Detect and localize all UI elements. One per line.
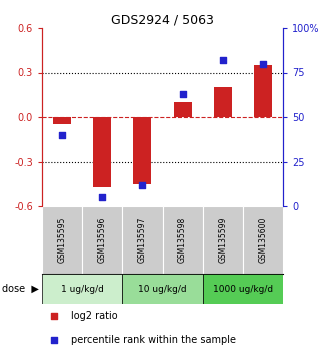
Point bbox=[260, 61, 265, 67]
Point bbox=[51, 337, 56, 343]
Bar bbox=[243, 206, 283, 274]
Text: GSM135598: GSM135598 bbox=[178, 217, 187, 263]
Text: log2 ratio: log2 ratio bbox=[71, 311, 117, 321]
Bar bbox=[134, 117, 152, 184]
Text: dose  ▶: dose ▶ bbox=[2, 284, 39, 294]
Text: GSM135595: GSM135595 bbox=[57, 217, 66, 263]
Bar bbox=[203, 274, 283, 304]
Bar bbox=[82, 206, 122, 274]
Text: 1 ug/kg/d: 1 ug/kg/d bbox=[61, 285, 104, 293]
Bar bbox=[203, 206, 243, 274]
Text: percentile rank within the sample: percentile rank within the sample bbox=[71, 335, 236, 345]
Bar bbox=[42, 274, 122, 304]
Text: GSM135596: GSM135596 bbox=[98, 217, 107, 263]
Bar bbox=[122, 206, 162, 274]
Point bbox=[140, 182, 145, 188]
Point bbox=[100, 194, 105, 200]
Bar bbox=[254, 65, 272, 117]
Title: GDS2924 / 5063: GDS2924 / 5063 bbox=[111, 14, 214, 27]
Point bbox=[220, 57, 225, 63]
Bar bbox=[42, 206, 82, 274]
Bar bbox=[53, 117, 71, 124]
Point bbox=[51, 313, 56, 319]
Text: GSM135597: GSM135597 bbox=[138, 217, 147, 263]
Point bbox=[59, 132, 65, 138]
Bar bbox=[122, 274, 203, 304]
Text: 1000 ug/kg/d: 1000 ug/kg/d bbox=[213, 285, 273, 293]
Text: GSM135599: GSM135599 bbox=[218, 217, 227, 263]
Text: GSM135600: GSM135600 bbox=[258, 217, 267, 263]
Point bbox=[180, 91, 185, 97]
Bar bbox=[214, 87, 232, 117]
Bar bbox=[162, 206, 203, 274]
Text: 10 ug/kg/d: 10 ug/kg/d bbox=[138, 285, 187, 293]
Bar bbox=[93, 117, 111, 187]
Bar bbox=[174, 102, 192, 117]
